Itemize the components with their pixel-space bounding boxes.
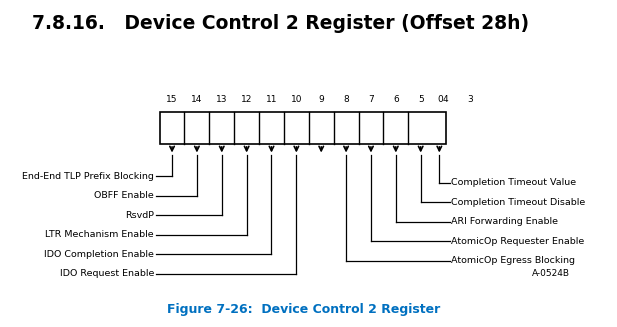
Text: 7: 7 (368, 95, 374, 104)
Text: IDO Request Enable: IDO Request Enable (60, 269, 154, 278)
Text: 12: 12 (241, 95, 252, 104)
Text: AtomicOp Requester Enable: AtomicOp Requester Enable (451, 237, 584, 246)
FancyBboxPatch shape (160, 112, 445, 144)
Text: 13: 13 (216, 95, 228, 104)
Text: 11: 11 (266, 95, 277, 104)
Text: 10: 10 (291, 95, 302, 104)
Text: 8: 8 (343, 95, 349, 104)
Text: 3: 3 (468, 95, 473, 104)
Text: 9: 9 (318, 95, 324, 104)
Text: Completion Timeout Value: Completion Timeout Value (451, 179, 576, 187)
Text: LTR Mechanism Enable: LTR Mechanism Enable (45, 230, 154, 239)
Text: 7.8.16.   Device Control 2 Register (Offset 28h): 7.8.16. Device Control 2 Register (Offse… (32, 14, 529, 33)
Text: Figure 7-26:  Device Control 2 Register: Figure 7-26: Device Control 2 Register (167, 303, 441, 316)
Text: ARI Forwarding Enable: ARI Forwarding Enable (451, 217, 558, 226)
Text: Completion Timeout Disable: Completion Timeout Disable (451, 198, 586, 207)
Text: AtomicOp Egress Blocking: AtomicOp Egress Blocking (451, 256, 575, 265)
Text: 14: 14 (191, 95, 202, 104)
Text: OBFF Enable: OBFF Enable (94, 191, 154, 200)
Text: End-End TLP Prefix Blocking: End-End TLP Prefix Blocking (22, 172, 154, 181)
Text: 15: 15 (167, 95, 178, 104)
Text: IDO Completion Enable: IDO Completion Enable (44, 250, 154, 259)
Text: 0: 0 (437, 95, 443, 104)
Text: RsvdP: RsvdP (125, 211, 154, 220)
Text: 5: 5 (418, 95, 423, 104)
Text: A-0524B: A-0524B (532, 269, 570, 278)
Text: 4: 4 (443, 95, 449, 104)
Text: 6: 6 (393, 95, 399, 104)
